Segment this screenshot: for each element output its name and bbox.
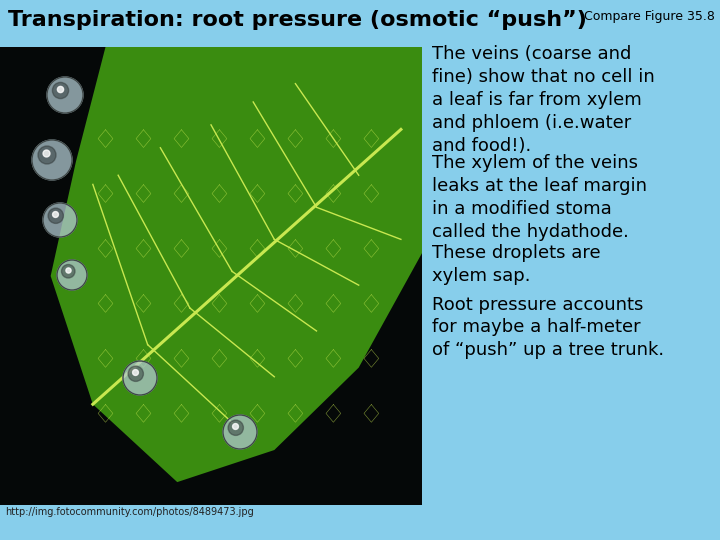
Circle shape bbox=[32, 140, 72, 180]
Circle shape bbox=[47, 77, 83, 113]
Circle shape bbox=[38, 146, 56, 164]
Bar bbox=[0, 47, 422, 505]
Circle shape bbox=[48, 208, 63, 224]
Text: The veins (coarse and
fine) show that no cell in
a leaf is far from xylem
and ph: The veins (coarse and fine) show that no… bbox=[432, 45, 654, 154]
Circle shape bbox=[61, 265, 75, 278]
Circle shape bbox=[128, 366, 143, 381]
Text: The xylem of the veins
leaks at the leaf margin
in a modified stoma
called the h: The xylem of the veins leaks at the leaf… bbox=[432, 154, 647, 241]
Text: Compare Figure 35.8: Compare Figure 35.8 bbox=[584, 10, 715, 23]
Text: http://img.fotocommunity.com/photos/8489473.jpg: http://img.fotocommunity.com/photos/8489… bbox=[5, 507, 253, 517]
Circle shape bbox=[57, 260, 87, 290]
Circle shape bbox=[43, 203, 77, 237]
Circle shape bbox=[228, 420, 243, 435]
Circle shape bbox=[53, 83, 68, 99]
Text: Transpiration: root pressure (osmotic “push”): Transpiration: root pressure (osmotic “p… bbox=[8, 10, 587, 30]
Text: These droplets are
xylem sap.: These droplets are xylem sap. bbox=[432, 245, 600, 286]
Circle shape bbox=[123, 361, 157, 395]
Polygon shape bbox=[50, 47, 422, 482]
Circle shape bbox=[223, 415, 257, 449]
Text: Root pressure accounts
for maybe a half-meter
of “push” up a tree trunk.: Root pressure accounts for maybe a half-… bbox=[432, 295, 664, 359]
